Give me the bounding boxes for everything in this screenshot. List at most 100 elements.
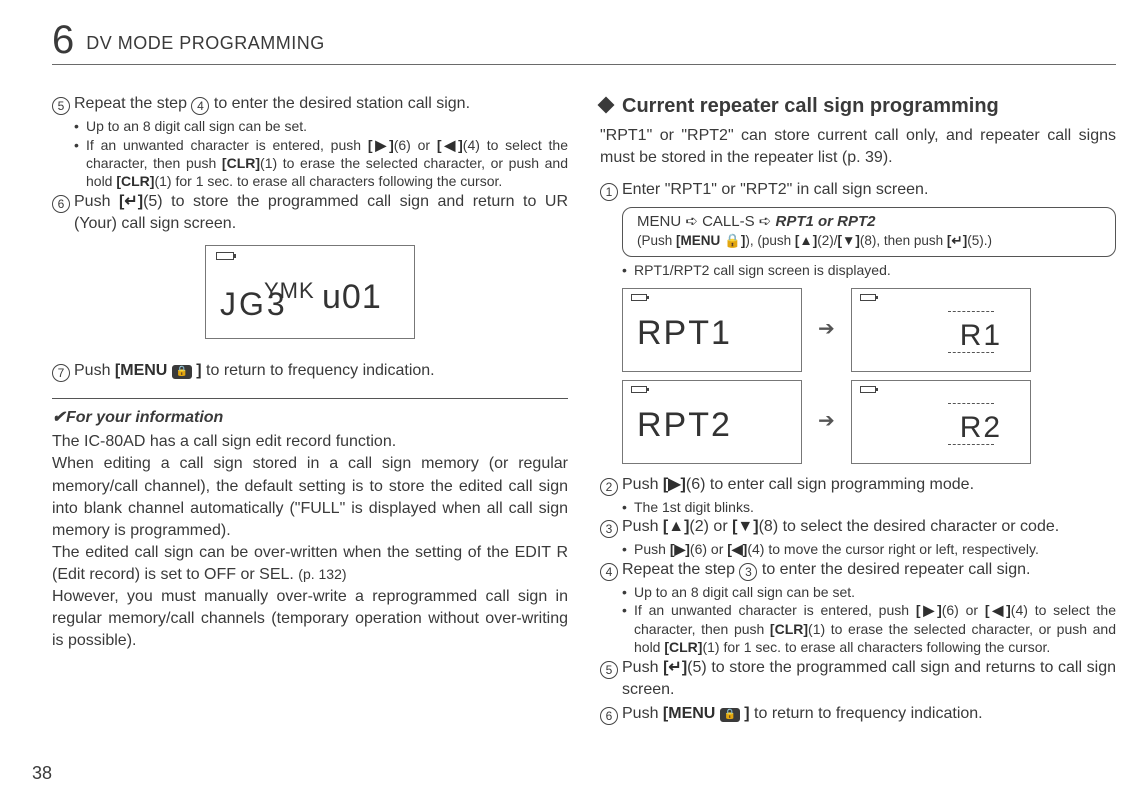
step-5: 5 Repeat the step 4 to enter the desired…: [52, 93, 568, 115]
lcd-row-2: RPT2 ➔ R2: [622, 380, 1116, 464]
s5s2-b: (6) or: [394, 137, 437, 153]
lcd-illustration: JG3 YMK u01: [52, 245, 568, 346]
key-left: [◀]: [727, 541, 747, 557]
key-clr: [CLR]: [770, 621, 808, 637]
s6-a: Push: [74, 193, 119, 210]
chapter-title: DV MODE PROGRAMMING: [86, 33, 325, 54]
manual-page: 6 DV MODE PROGRAMMING 5 Repeat the step …: [0, 0, 1146, 804]
r5-b: (5) to store the programmed call sign an…: [622, 659, 1116, 698]
s5s2-e: (1) for 1 sec. to erase all characters f…: [154, 173, 502, 189]
page-number: 38: [32, 763, 52, 784]
step5-sub2: • If an unwanted character is entered, p…: [74, 136, 568, 191]
lcd-rpt1-text: RPT1: [637, 310, 732, 357]
key-clr: [CLR]: [222, 155, 260, 171]
arrow-icon: ➔: [818, 316, 835, 344]
chapter-number: 6: [52, 20, 74, 60]
r4s2-e: (1) for 1 sec. to erase all characters f…: [702, 639, 1050, 655]
battery-icon: [631, 294, 647, 301]
r2-b: (6) to enter call sign programming mode.: [686, 476, 974, 493]
fyi-p3b: (p. 132): [298, 566, 346, 582]
two-column-body: 5 Repeat the step 4 to enter the desired…: [52, 93, 1116, 727]
battery-icon: [860, 294, 876, 301]
r4s2-b: (6) or: [942, 602, 985, 618]
key-right: [▶]: [670, 541, 690, 557]
circled-3-ref-icon: 3: [739, 563, 757, 581]
lcd-row-1: RPT1 ➔ R1: [622, 288, 1116, 372]
mp-a: (Push: [637, 233, 676, 248]
key-right: [▶]: [368, 137, 394, 153]
circled-6-icon: 6: [600, 707, 618, 725]
step5-text-a: Repeat the step: [74, 95, 191, 112]
key-enter: [↵]: [663, 659, 687, 676]
s7-b: to return to frequency indication.: [202, 362, 435, 379]
key-left: [◀]: [437, 137, 463, 153]
r6-a: Push: [622, 705, 663, 722]
r4s2-a: If an unwanted character is entered, pus…: [634, 602, 916, 618]
rstep1-sub: •RPT1/RPT2 call sign screen is displayed…: [622, 261, 1116, 279]
check-icon: ✔: [52, 407, 66, 429]
r3-c: (8) to select the desired character or c…: [759, 518, 1060, 535]
circled-6-icon: 6: [52, 195, 70, 213]
arrow-icon: ➔: [818, 408, 835, 436]
fyi-title: For your information: [66, 409, 223, 426]
lcd-rpt1: RPT1: [622, 288, 802, 372]
r2-a: Push: [622, 476, 663, 493]
key-menu: [MENU: [115, 362, 172, 379]
circled-3-icon: 3: [600, 520, 618, 538]
intro-text: "RPT1" or "RPT2" can store current call …: [600, 125, 1116, 169]
lock-key-icon: 🔒: [172, 365, 192, 379]
s6-b: (5) to store the programmed call sign an…: [74, 193, 568, 232]
lcd-r1: R1: [851, 288, 1031, 372]
fyi-p3: The edited call sign can be over-written…: [52, 542, 568, 586]
step-6: 6 Push [↵](5) to store the programmed ca…: [52, 191, 568, 235]
rstep2-sub: •The 1st digit blinks.: [622, 498, 1116, 516]
rstep1-text: Enter "RPT1" or "RPT2" in call sign scre…: [622, 179, 928, 201]
rstep-4: 4 Repeat the step 3 to enter the desired…: [600, 559, 1116, 581]
lock-key-icon: 🔒: [720, 708, 740, 722]
key-down: [▼]: [837, 233, 859, 248]
mp-b: ), (push: [745, 233, 795, 248]
circled-4-icon: 4: [191, 97, 209, 115]
lcd-grid: RPT1 ➔ R1 RPT2 ➔: [622, 288, 1116, 464]
circled-1-icon: 1: [600, 183, 618, 201]
lcd-r2: R2: [851, 380, 1031, 464]
key-up: [▲]: [795, 233, 817, 248]
rstep1-sub-text: RPT1/RPT2 call sign screen is displayed.: [634, 261, 891, 279]
menu-target: RPT1 or RPT2: [776, 213, 876, 230]
step5-text-b: to enter the desired station call sign.: [209, 95, 470, 112]
circled-5-icon: 5: [52, 97, 70, 115]
r3-b: (2) or: [689, 518, 732, 535]
lcd-r1-text: R1: [960, 315, 1002, 356]
r3s-a: Push: [634, 541, 670, 557]
fyi-p1: The IC-80AD has a call sign edit record …: [52, 431, 568, 453]
battery-icon: [216, 252, 234, 260]
circled-5-icon: 5: [600, 661, 618, 679]
r3-a: Push: [622, 518, 663, 535]
key-enter: [↵]: [947, 233, 967, 248]
battery-icon: [631, 386, 647, 393]
s5s2-a: If an unwanted character is entered, pus…: [86, 137, 368, 153]
step-7: 7 Push [MENU 🔒 ] to return to frequency …: [52, 360, 568, 382]
fyi-p2: When editing a call sign stored in a cal…: [52, 453, 568, 541]
circled-4-icon: 4: [600, 563, 618, 581]
diamond-icon: [598, 97, 615, 114]
key-right: [▶]: [916, 602, 942, 618]
fyi-heading: ✔For your information: [52, 407, 568, 429]
mp-d: (8), then push: [860, 233, 947, 248]
rstep-2: 2 Push [▶](6) to enter call sign program…: [600, 474, 1116, 496]
lcd-small-text: u01: [322, 274, 382, 321]
divider: [52, 398, 568, 399]
key-menu: [MENU: [663, 705, 720, 722]
rstep-1: 1 Enter "RPT1" or "RPT2" in call sign sc…: [600, 179, 1116, 201]
r6-b: to return to frequency indication.: [750, 705, 983, 722]
lcd-rpt2: RPT2: [622, 380, 802, 464]
heading-text: Current repeater call sign programming: [622, 95, 999, 117]
key-menu-full: [MENU 🔒]: [676, 233, 745, 248]
r2-sub: The 1st digit blinks.: [634, 498, 754, 516]
key-right: [▶]: [663, 476, 686, 493]
key-down: [▼]: [732, 518, 759, 535]
mp-e: (5).): [967, 233, 992, 248]
r4s1: Up to an 8 digit call sign can be set.: [634, 583, 855, 601]
left-column: 5 Repeat the step 4 to enter the desired…: [52, 93, 568, 727]
step5-sub1-text: Up to an 8 digit call sign can be set.: [86, 117, 307, 135]
